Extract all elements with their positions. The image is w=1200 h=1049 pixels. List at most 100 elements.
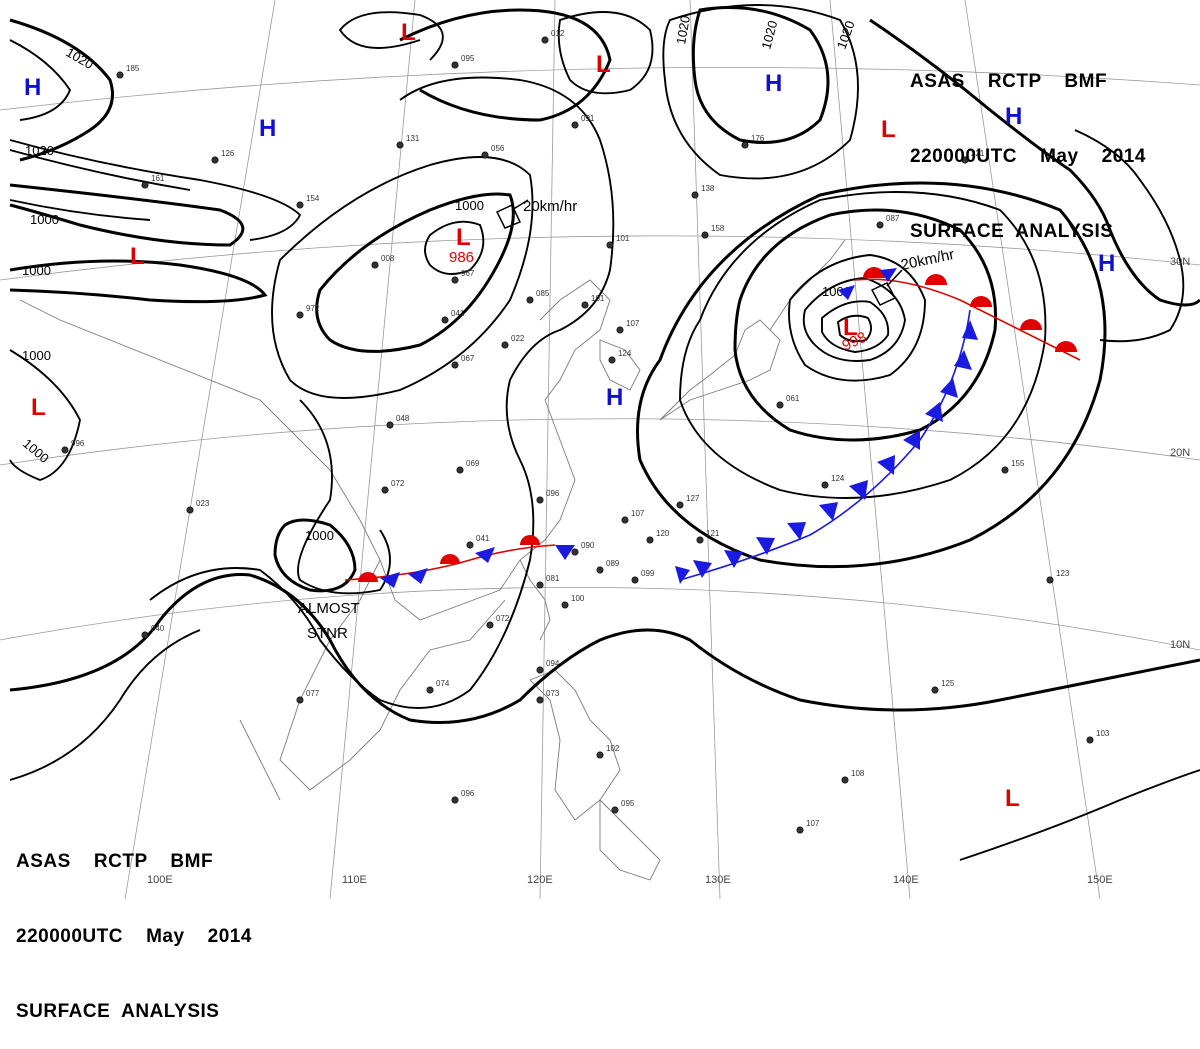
- station-marker: [296, 201, 304, 209]
- station-pressure: 041: [451, 309, 465, 318]
- meridian-lines: [124, 0, 1101, 899]
- high-center: H: [1098, 250, 1115, 277]
- title-line-3: SURFACE ANALYSIS: [910, 221, 1114, 242]
- coastlines: [19, 239, 846, 881]
- station-pressure: 154: [306, 194, 320, 203]
- station-pressure: 061: [786, 394, 800, 403]
- station-marker: [141, 631, 149, 639]
- high-center: H: [24, 74, 41, 101]
- station-marker: [426, 686, 434, 694]
- station-marker: [696, 536, 704, 544]
- station-marker: [296, 311, 304, 319]
- station-marker: [1046, 576, 1054, 584]
- station-marker: [876, 221, 884, 229]
- station-marker: [596, 751, 604, 759]
- isobar-label: 1020: [758, 19, 780, 51]
- station-pressure: 081: [546, 574, 560, 583]
- station-marker: [381, 486, 389, 494]
- station-pressure: 074: [436, 679, 450, 688]
- station-pressure: 161: [151, 174, 165, 183]
- station-marker: [451, 61, 459, 69]
- station-marker: [646, 536, 654, 544]
- station-marker: [1001, 466, 1009, 474]
- title-line-3: SURFACE ANALYSIS: [16, 1001, 220, 1022]
- station-pressure: 056: [491, 144, 505, 153]
- motion-arrow-east: [870, 269, 903, 306]
- station-pressure: 048: [396, 414, 410, 423]
- station-marker: [61, 446, 69, 454]
- lon-label: 100E: [147, 874, 173, 886]
- high-center: H: [765, 70, 782, 97]
- station-pressure: 096: [546, 489, 560, 498]
- station-pressure: 073: [546, 689, 560, 698]
- station-pressure: 107: [631, 509, 645, 518]
- station-pressure: 972: [306, 304, 320, 313]
- low-center: L: [596, 51, 611, 78]
- low-center-pressure: 986: [449, 249, 474, 266]
- lat-label: 10N: [1170, 639, 1190, 651]
- station-marker: [571, 121, 579, 129]
- station-pressure: 023: [196, 499, 210, 508]
- isobar-label: 1000: [22, 348, 51, 363]
- station-marker: [631, 576, 639, 584]
- station-pressure: 040: [151, 624, 165, 633]
- station-marker: [486, 621, 494, 629]
- lon-label: 140E: [893, 874, 919, 886]
- station-pressure: 131: [406, 134, 420, 143]
- lon-label: 120E: [527, 874, 553, 886]
- pressure-centers: H H H H H H L L L L L L L 986 L 998: [24, 19, 1115, 812]
- station-marker: [186, 506, 194, 514]
- station-marker: [211, 156, 219, 164]
- latitude-labels: 30N 20N 10N: [1170, 256, 1190, 651]
- station-pressure: 107: [806, 819, 820, 828]
- station-pressure: 101: [591, 294, 605, 303]
- station-pressure: 124: [618, 349, 632, 358]
- station-marker: [451, 276, 459, 284]
- station-pressure: 085: [536, 289, 550, 298]
- station-pressure: 126: [221, 149, 235, 158]
- station-pressure: 077: [306, 689, 320, 698]
- isobar-label: 1020: [25, 143, 54, 158]
- low-center: L: [881, 116, 896, 143]
- isobar-label: 1000: [22, 263, 51, 278]
- almost-label: ALMOST: [298, 600, 360, 617]
- lon-label: 150E: [1087, 874, 1113, 886]
- isobar-labels: 1020 1020 1000 1000 1000 1000 1020 1020 …: [20, 14, 858, 543]
- cold-front-west: [380, 545, 575, 588]
- title-line-2: 220000UTC May 2014: [16, 926, 252, 947]
- motion-label: 20km/hr: [523, 198, 577, 215]
- station-marker: [296, 696, 304, 704]
- station-pressure: 090: [581, 541, 595, 550]
- title-line-2: 220000UTC May 2014: [910, 146, 1146, 167]
- station-pressure: 121: [706, 529, 720, 538]
- station-pressure: 967: [461, 269, 475, 278]
- station-pressure: 094: [546, 659, 560, 668]
- station-pressure: 996: [71, 439, 85, 448]
- low-center: L: [130, 243, 145, 270]
- station-plots: 185 126 161 154 056 131 091 095 101 008 967 041 101 1…: [61, 29, 1110, 834]
- station-pressure: 012: [551, 29, 565, 38]
- station-marker: [451, 796, 459, 804]
- station-marker: [608, 356, 616, 364]
- low-center: L: [843, 314, 858, 341]
- station-pressure: 067: [461, 354, 475, 363]
- station-pressure: 127: [686, 494, 700, 503]
- stnr-label: STNR: [307, 625, 348, 642]
- low-center: L: [1005, 785, 1020, 812]
- isobar-label: 1020: [834, 19, 858, 51]
- map-title-block-top: ASAS RCTP BMF 220000UTC May 2014 SURFACE…: [910, 19, 1146, 269]
- lat-label: 30N: [1170, 256, 1190, 268]
- station-marker: [776, 401, 784, 409]
- station-marker: [676, 501, 684, 509]
- warm-front-west: [344, 535, 556, 582]
- station-marker: [536, 581, 544, 589]
- station-pressure: 108: [851, 769, 865, 778]
- station-marker: [691, 191, 699, 199]
- station-marker: [541, 36, 549, 44]
- station-pressure: 120: [656, 529, 670, 538]
- parallel-lines: [0, 67, 1200, 651]
- station-pressure: 022: [511, 334, 525, 343]
- station-marker: [931, 686, 939, 694]
- station-pressure: 091: [581, 114, 595, 123]
- station-marker: [606, 241, 614, 249]
